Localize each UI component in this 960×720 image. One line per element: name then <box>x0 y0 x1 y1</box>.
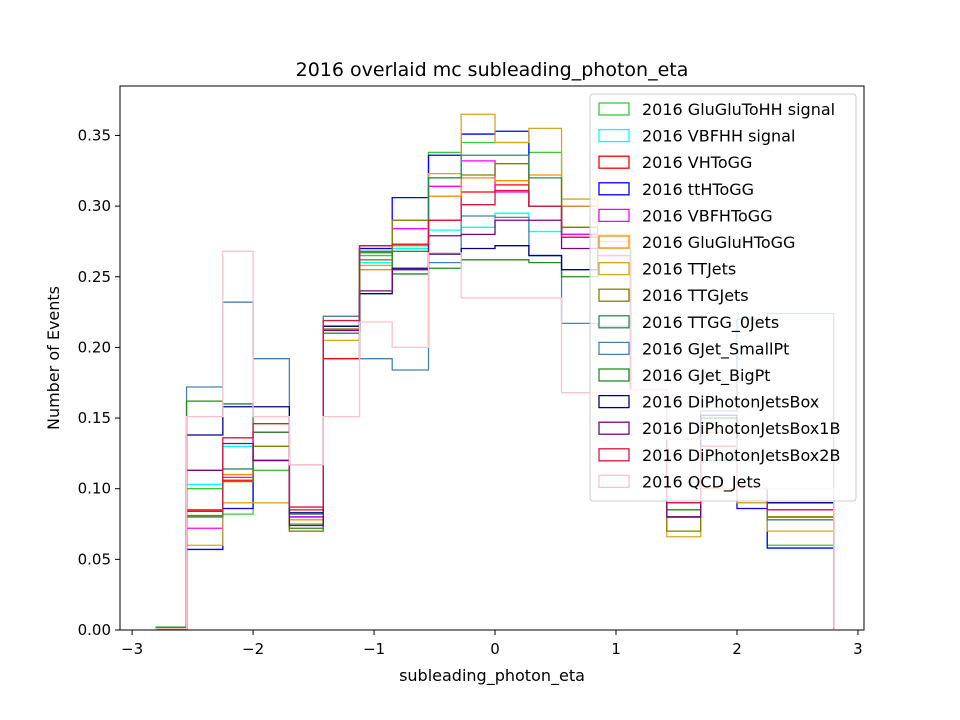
legend-label-2: 2016 VHToGG <box>642 153 752 172</box>
y-tick-label-6: 0.30 <box>78 197 111 215</box>
legend-label-9: 2016 GJet_SmallPt <box>642 339 789 359</box>
x-tick-label-5: 2 <box>732 640 742 658</box>
legend-swatch-11 <box>598 394 630 409</box>
legend-swatch-9 <box>598 341 630 356</box>
legend-label-3: 2016 ttHToGG <box>642 180 754 199</box>
chart-title: 2016 overlaid mc subleading_photon_eta <box>296 59 689 81</box>
legend-swatch-7 <box>598 288 630 302</box>
legend-swatch-14 <box>598 474 630 489</box>
legend-swatch-10 <box>598 368 630 382</box>
legend-swatch-12 <box>598 421 630 435</box>
legend-swatch-3 <box>598 182 630 196</box>
legend-label-6: 2016 TTJets <box>642 260 736 279</box>
legend-label-0: 2016 GluGluToHH signal <box>642 100 835 119</box>
legend-label-13: 2016 DiPhotonJetsBox2B <box>642 446 840 465</box>
legend-swatch-6 <box>598 261 630 276</box>
legend-swatch-1 <box>598 128 630 143</box>
legend-box <box>589 93 857 502</box>
y-axis-label: Number of Events <box>44 286 63 430</box>
x-tick-label-4: 1 <box>611 640 621 658</box>
y-tick-label-0: 0.00 <box>78 621 111 639</box>
y-tick-label-7: 0.35 <box>78 126 111 144</box>
y-tick-label-3: 0.15 <box>78 409 111 427</box>
legend-swatch-4 <box>598 208 630 223</box>
legend: 2016 GluGluToHH signal 2016 VBFHH signal 2… <box>589 93 857 502</box>
legend-swatch-8 <box>598 315 630 329</box>
x-tick-label-2: −1 <box>363 640 385 658</box>
legend-label-7: 2016 TTGJets <box>642 286 749 305</box>
x-axis-label: subleading_photon_eta <box>399 666 585 686</box>
x-tick-label-1: −2 <box>242 640 264 658</box>
x-tick-label-0: −3 <box>121 640 143 658</box>
legend-swatch-5 <box>598 235 630 249</box>
legend-label-14: 2016 QCD_Jets <box>642 472 761 492</box>
x-axis: −3 −2 −1 0 1 2 3 <box>121 630 863 658</box>
y-tick-label-5: 0.25 <box>78 268 111 286</box>
legend-label-11: 2016 DiPhotonJetsBox <box>642 393 819 412</box>
legend-label-4: 2016 VBFHToGG <box>642 206 773 225</box>
legend-label-12: 2016 DiPhotonJetsBox1B <box>642 419 840 438</box>
legend-label-1: 2016 VBFHH signal <box>642 127 795 146</box>
y-tick-label-4: 0.20 <box>78 338 111 356</box>
legend-swatch-2 <box>598 155 630 169</box>
y-tick-label-2: 0.10 <box>78 480 111 498</box>
legend-label-10: 2016 GJet_BigPt <box>642 366 771 386</box>
legend-swatch-0 <box>598 102 630 116</box>
legend-swatch-13 <box>598 448 630 462</box>
plot-frame <box>119 85 865 631</box>
legend-label-8: 2016 TTGG_0Jets <box>642 313 779 333</box>
x-tick-label-6: 3 <box>853 640 863 658</box>
y-axis: 0.00 0.05 0.10 0.15 0.20 0.25 0.30 0.35 <box>78 126 120 639</box>
legend-label-5: 2016 GluGluHToGG <box>642 233 795 252</box>
y-tick-label-1: 0.05 <box>78 550 111 568</box>
x-tick-label-3: 0 <box>490 640 500 658</box>
